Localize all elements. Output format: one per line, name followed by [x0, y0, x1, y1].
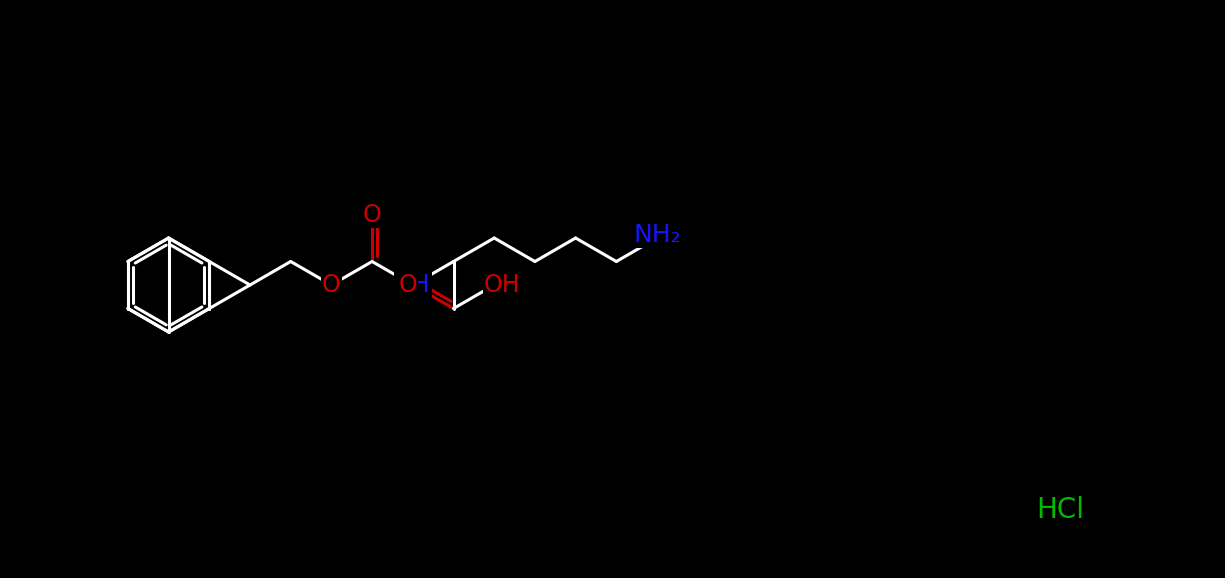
Text: O: O: [363, 202, 381, 227]
Text: NH: NH: [394, 273, 431, 297]
Text: O: O: [398, 273, 418, 297]
Text: HCl: HCl: [1036, 496, 1084, 524]
Text: O: O: [322, 273, 341, 297]
Text: OH: OH: [484, 273, 521, 297]
Text: NH₂: NH₂: [633, 223, 681, 247]
